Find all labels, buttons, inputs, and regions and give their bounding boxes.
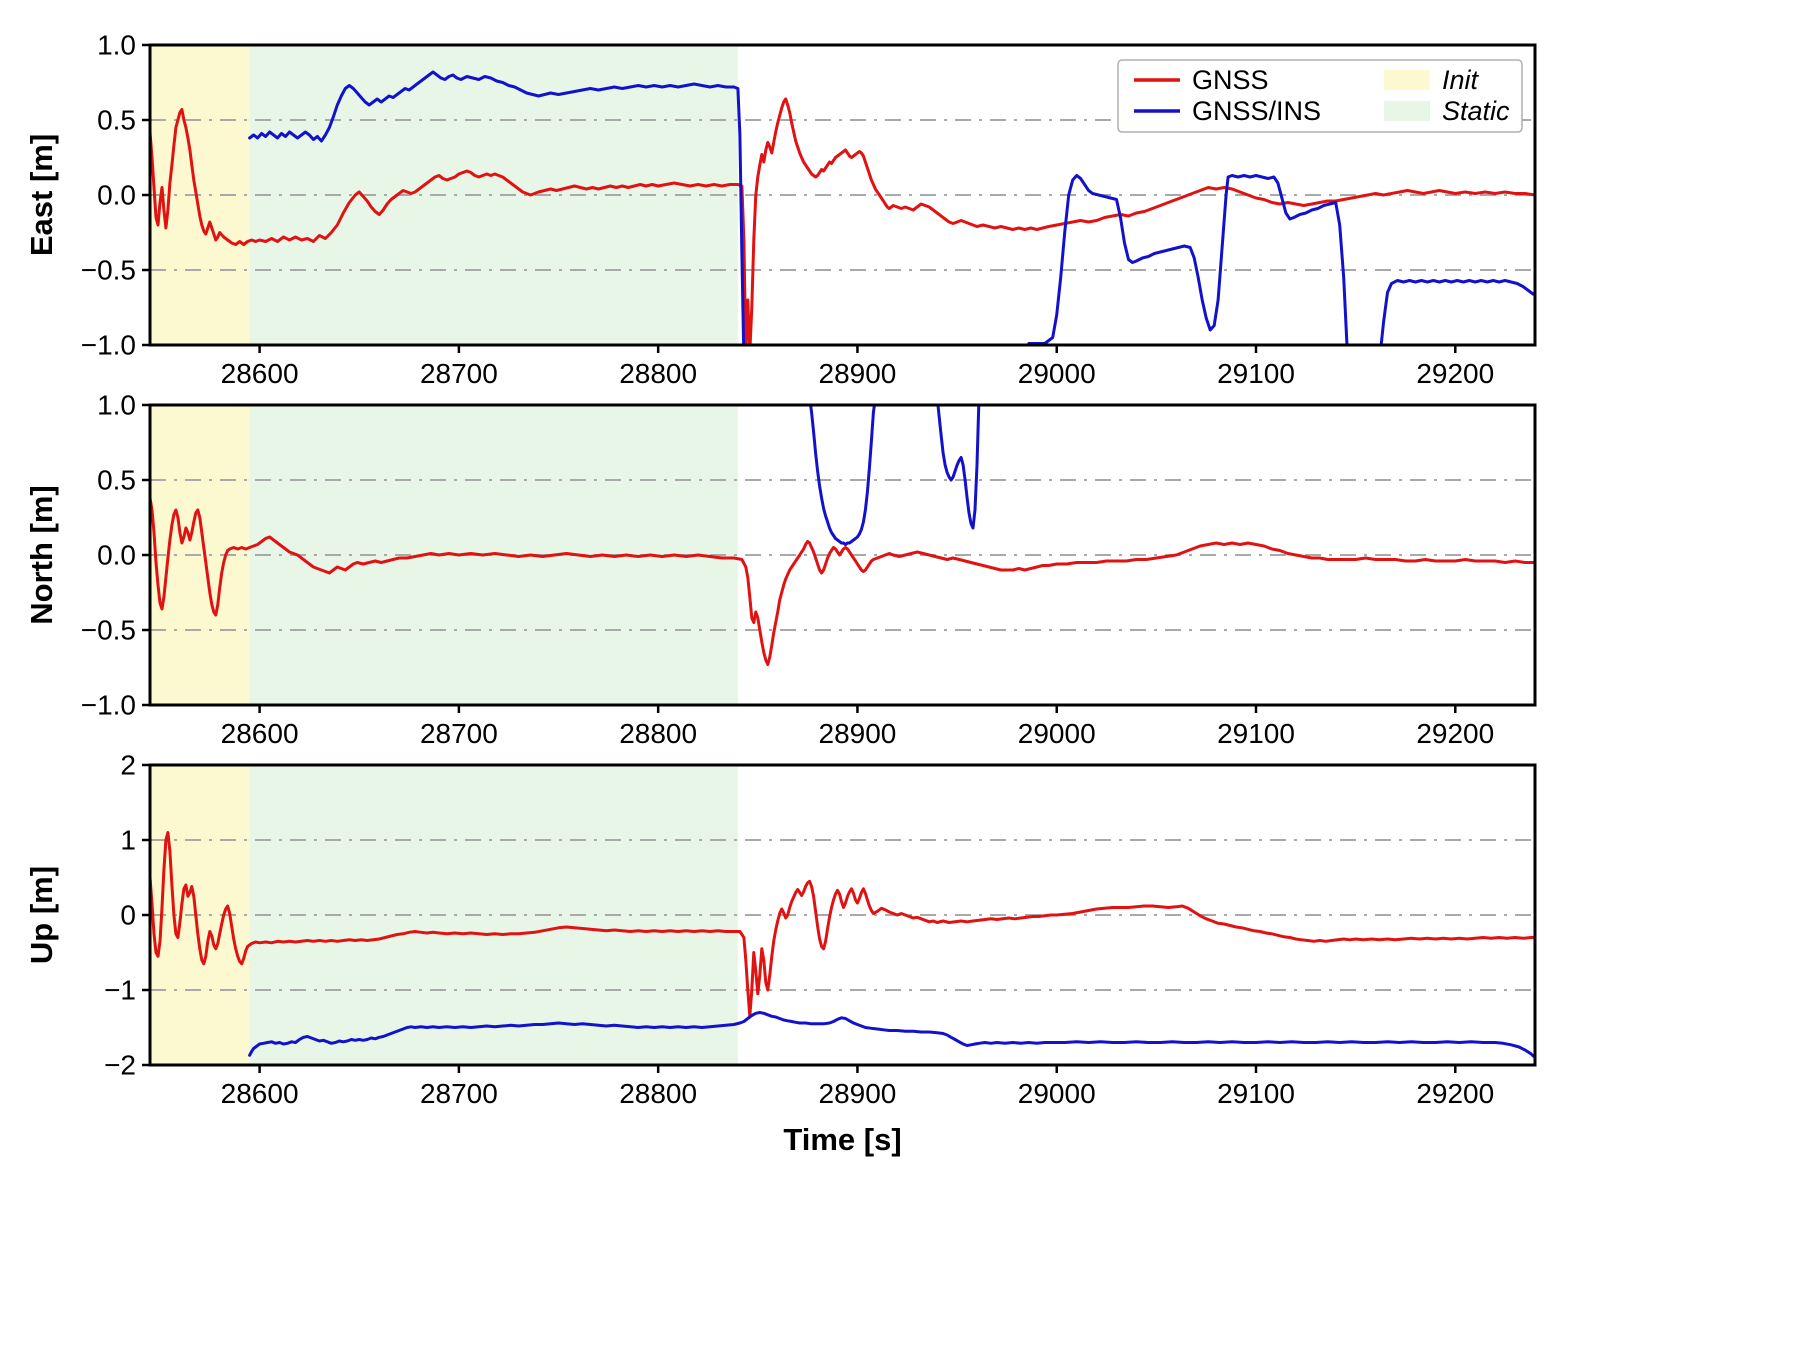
series-gnss	[150, 97, 1535, 345]
y-tick-label: 0.0	[97, 180, 136, 211]
y-tick-label: 1.0	[97, 390, 136, 421]
x-tick-label: 28600	[221, 718, 299, 749]
y-tick-label: 0	[120, 900, 136, 931]
x-tick-label: 28700	[420, 1078, 498, 1109]
y-tick-label: −2	[104, 1050, 136, 1081]
x-tick-label: 28700	[420, 718, 498, 749]
y-axis-label-up: Up [m]	[24, 866, 59, 964]
x-tick-label: 28900	[819, 1078, 897, 1109]
legend-label: GNSS	[1192, 65, 1269, 95]
subplot-east: 28600 28700 28800 28900 29000 29100 29200 1.0 0.…	[24, 30, 1537, 389]
y-tick-label: 1	[120, 825, 136, 856]
series-gnss-ins	[1027, 174, 1349, 345]
legend-label: GNSS/INS	[1192, 96, 1321, 126]
y-tick-label: 2	[120, 750, 136, 781]
x-tick-label: 29000	[1018, 1078, 1096, 1109]
y-tick-label: −0.5	[81, 255, 136, 286]
y-tick-label: −1	[104, 975, 136, 1006]
legend-swatch-init	[1384, 70, 1430, 90]
series-gnss	[150, 496, 1535, 666]
x-tick-label: 29200	[1416, 718, 1494, 749]
x-tick-label: 28800	[619, 1078, 697, 1109]
x-tick-label: 29000	[1018, 358, 1096, 389]
y-tick-label: 0.5	[97, 465, 136, 496]
x-tick-label: 29200	[1416, 1078, 1494, 1109]
x-tick-label: 28900	[819, 358, 897, 389]
y-axis-label-east: East [m]	[24, 134, 59, 256]
x-tick-label: 28800	[619, 718, 697, 749]
x-tick-label: 29000	[1018, 718, 1096, 749]
legend-swatch-static	[1384, 101, 1430, 121]
x-tick-label: 29200	[1416, 358, 1494, 389]
subplot-up: 28600 28700 28800 28900 29000 29100 29200 2 1 0 −1…	[24, 750, 1537, 1109]
series-gnss	[150, 831, 1535, 1018]
x-axis-label: Time [s]	[783, 1122, 901, 1157]
legend-label: Static	[1442, 96, 1510, 126]
y-tick-label: 1.0	[97, 30, 136, 61]
series-gnss-ins	[936, 405, 981, 530]
y-tick-label: −1.0	[81, 690, 136, 721]
x-tick-label: 28800	[619, 358, 697, 389]
x-tick-label: 29100	[1217, 1078, 1295, 1109]
subplot-north: 28600 28700 28800 28900 29000 29100 29200 1.0 0.…	[24, 390, 1537, 749]
x-tick-label: 28900	[819, 718, 897, 749]
x-tick-label: 28600	[221, 1078, 299, 1109]
series-gnss-ins	[248, 70, 746, 345]
y-tick-label: 0.5	[97, 105, 136, 136]
x-tick-label: 29100	[1217, 718, 1295, 749]
y-tick-label: −0.5	[81, 615, 136, 646]
series-gnss-ins	[248, 1011, 1535, 1059]
legend-label: Init	[1442, 65, 1480, 95]
series-gnss-ins	[1379, 279, 1535, 345]
x-tick-label: 29100	[1217, 358, 1295, 389]
y-tick-label: 0.0	[97, 540, 136, 571]
series-gnss-ins	[809, 405, 876, 546]
y-tick-label: −1.0	[81, 330, 136, 361]
y-axis-label-north: North [m]	[24, 485, 59, 624]
x-tick-label: 28700	[420, 358, 498, 389]
x-tick-label: 28600	[221, 358, 299, 389]
